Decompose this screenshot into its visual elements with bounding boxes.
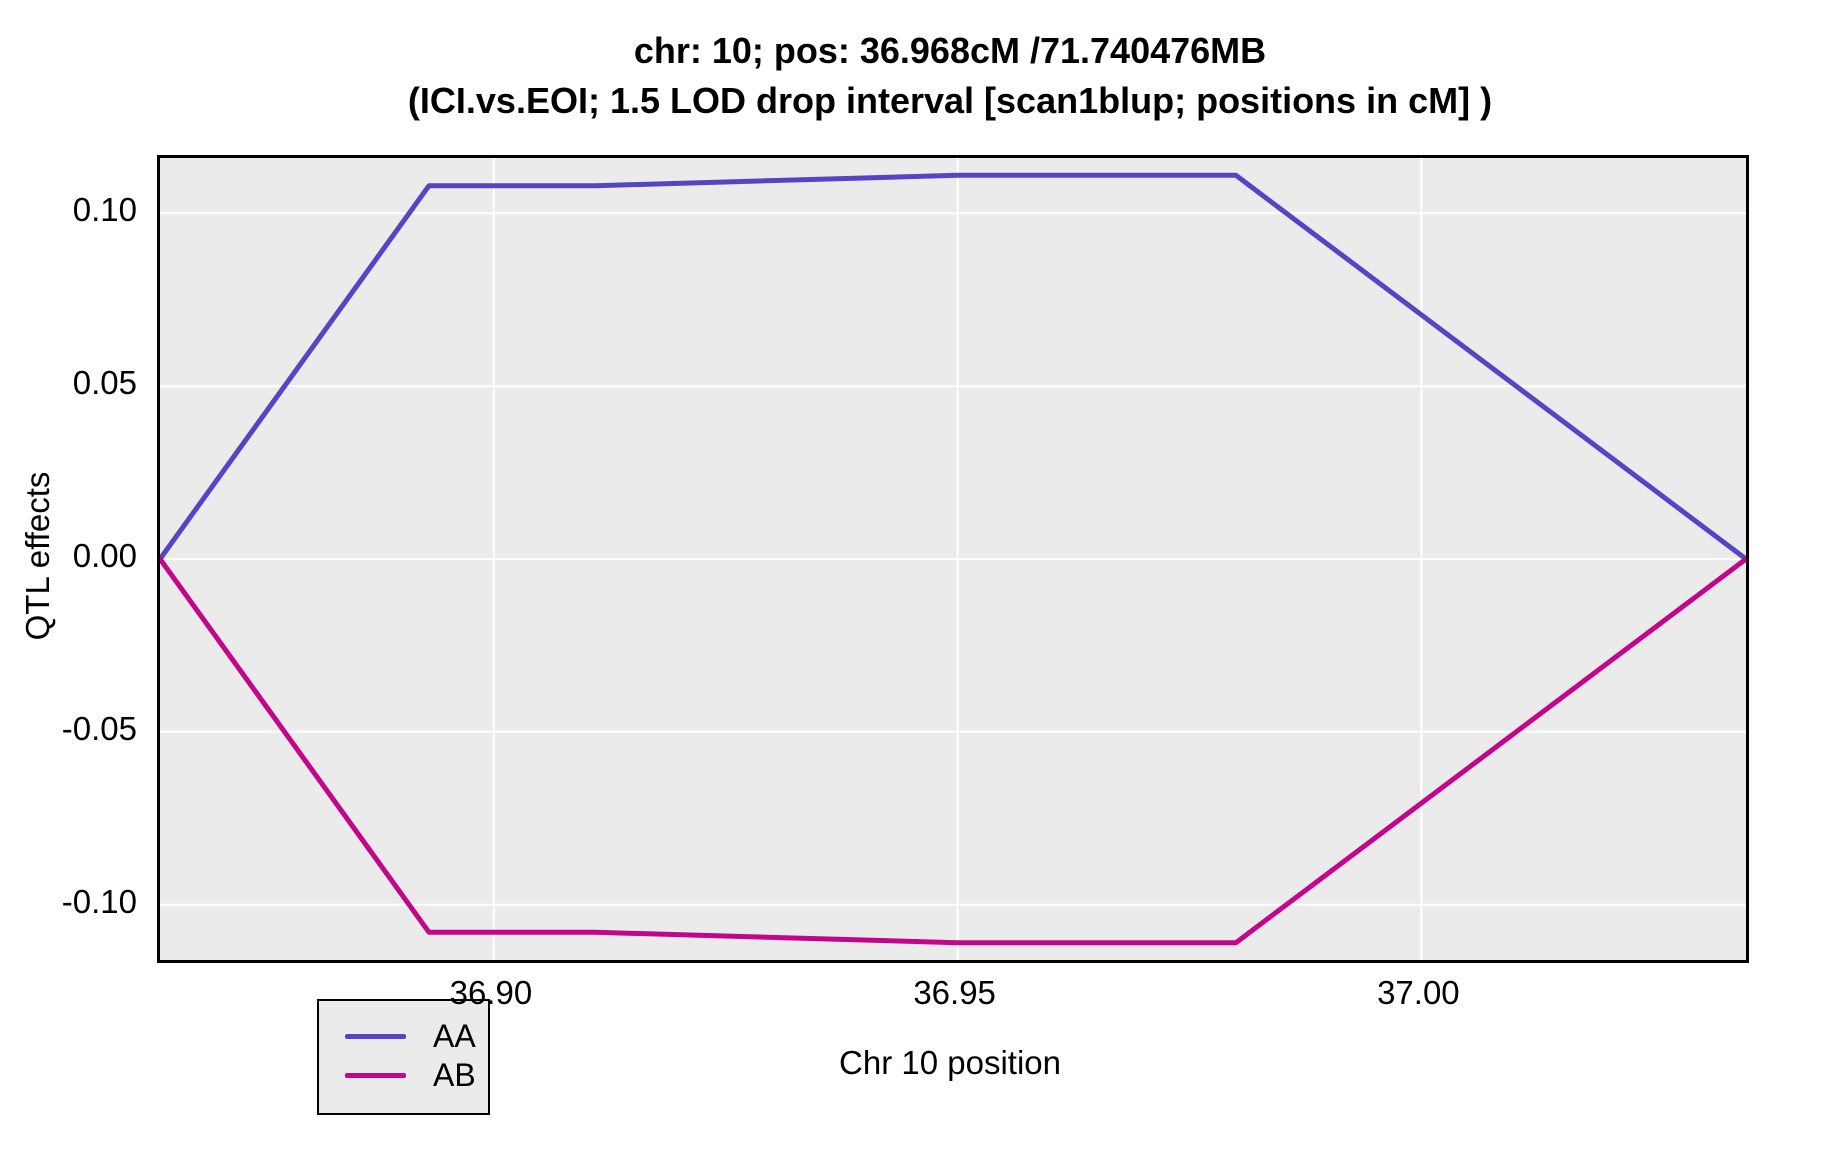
legend-item-aa: AA [319, 1017, 488, 1056]
y-tick-label: -0.10 [61, 882, 137, 920]
plot-svg [160, 158, 1746, 960]
y-tick-label: -0.05 [61, 709, 137, 747]
y-tick-label: 0.05 [72, 364, 137, 402]
legend-label-ab: AB [433, 1057, 476, 1093]
plot-title-block: chr: 10; pos: 36.968cM /71.740476MB (ICI… [157, 26, 1743, 126]
ab-line-swatch-icon [345, 1073, 406, 1078]
plot-title: chr: 10; pos: 36.968cM /71.740476MB [633, 30, 1267, 71]
y-tick-label: 0.00 [72, 537, 137, 574]
x-tick-label: 36.95 [913, 974, 996, 1011]
plot-panel: AA AB [157, 155, 1749, 1115]
legend-box: AA AB [317, 999, 490, 1115]
plot-subtitle: (ICI.vs.EOI; 1.5 LOD drop interval [scan… [407, 80, 1493, 121]
x-tick-label: 37.00 [1377, 974, 1460, 1011]
legend-item-ab: AB [319, 1056, 488, 1095]
y-tick-label: 0.10 [72, 191, 137, 229]
x-tick-label: 36.90 [449, 974, 533, 1011]
y-axis-title: QTL effects [19, 471, 56, 641]
aa-line-swatch-icon [345, 1034, 406, 1039]
x-axis-title: Chr 10 position [839, 1044, 1061, 1081]
legend-label-aa: AA [433, 1018, 476, 1054]
